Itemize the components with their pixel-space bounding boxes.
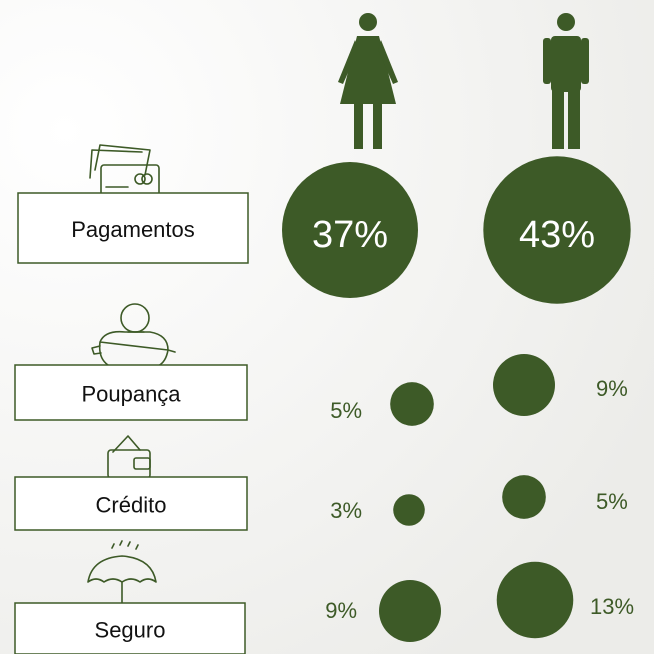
category-box [14,364,248,421]
value-label: 43% [519,214,595,256]
woman-icon [338,13,398,149]
category-label: Seguro [95,617,166,642]
bubble [379,580,441,642]
bubble [493,354,555,416]
category-box [17,192,249,264]
man-icon [543,13,589,149]
value-label: 13% [590,594,634,619]
category-box [14,602,246,654]
value-label: 5% [330,398,362,423]
value-label: 9% [325,598,357,623]
value-label: 9% [596,376,628,401]
value-label: 5% [596,489,628,514]
bubble [390,382,434,426]
category-label: Poupança [81,381,181,406]
bubble [483,156,631,304]
value-label: 37% [312,214,388,256]
bubble [496,561,574,639]
value-label: 3% [330,498,362,523]
card-icon [89,144,160,201]
bubble [393,494,425,526]
category-label: Pagamentos [71,217,195,242]
category-label: Crédito [96,492,167,517]
bubble [502,475,546,519]
category-box [14,476,248,531]
bubble [282,162,418,298]
